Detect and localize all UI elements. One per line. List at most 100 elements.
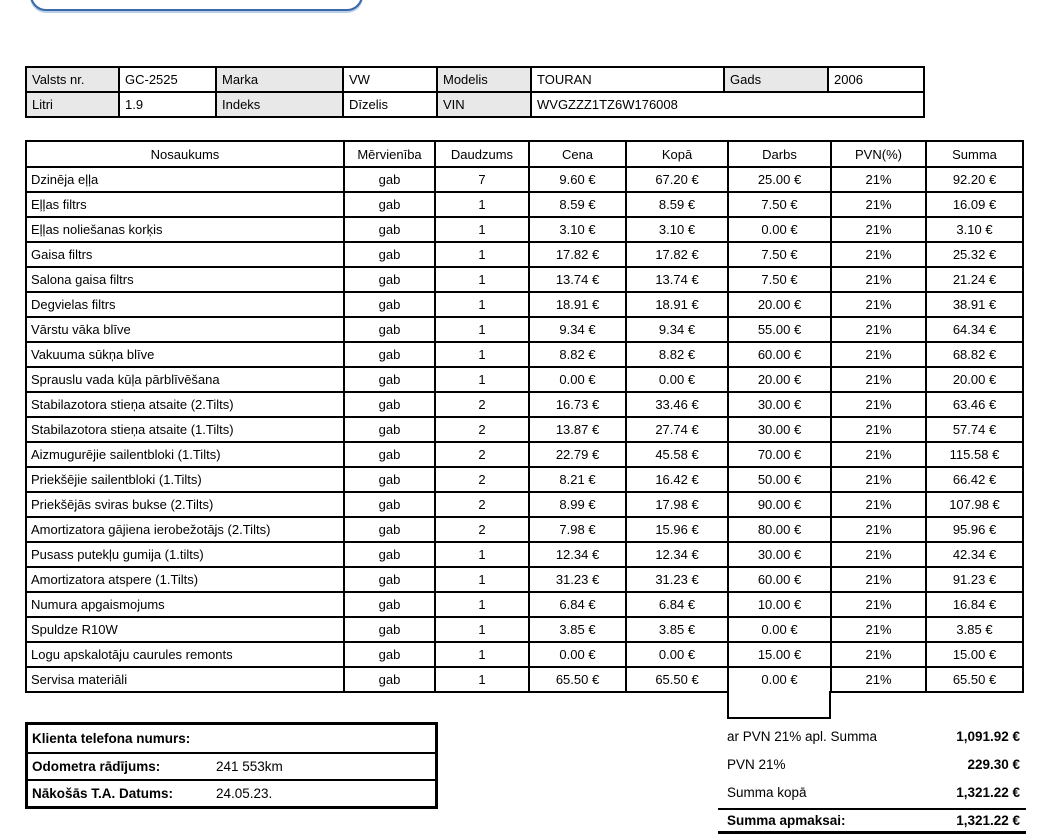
parts-cell-vat: 21% bbox=[830, 641, 927, 668]
vehicle-info-value: GC-2525 bbox=[118, 66, 217, 93]
parts-cell-total: 16.42 € bbox=[625, 466, 729, 493]
parts-cell-price: 7.98 € bbox=[528, 516, 627, 543]
parts-row: Pusass putekļu gumija (1.tilts) gab 1 12.34… bbox=[25, 541, 1024, 568]
parts-cell-unit: gab bbox=[343, 191, 436, 218]
parts-cell-vat: 21% bbox=[830, 341, 927, 368]
parts-cell-unit: gab bbox=[343, 416, 436, 443]
vehicle-info-row: Valsts nr. GC-2525 Marka VW Modelis TOURAN Gad… bbox=[25, 66, 925, 93]
parts-row: Priekšējās sviras bukse (2.Tilts) gab 2 8.9… bbox=[25, 491, 1024, 518]
parts-row: Numura apgaismojums gab 1 6.84 €6.84 €10.00… bbox=[25, 591, 1024, 618]
parts-row: Vārstu vāka blīve gab 1 9.34 €9.34 €55.00 €… bbox=[25, 316, 1024, 343]
parts-cell-vat: 21% bbox=[830, 441, 927, 468]
parts-cell-labor: 50.00 € bbox=[727, 466, 832, 493]
parts-cell-total: 3.10 € bbox=[625, 216, 729, 243]
parts-row: Vakuuma sūkņa blīve gab 1 8.82 €8.82 €60.00… bbox=[25, 341, 1024, 368]
totals-label: Summa kopā bbox=[727, 784, 807, 800]
parts-header-vat: PVN(%) bbox=[830, 140, 927, 168]
vehicle-info-value: 2006 bbox=[827, 66, 925, 93]
parts-row: Eļļas filtrs gab 1 8.59 €8.59 €7.50 €21% 16.… bbox=[25, 191, 1024, 218]
parts-cell-labor: 0.00 € bbox=[727, 216, 832, 243]
vehicle-info-value: WVGZZZ1TZ6W176008 bbox=[530, 91, 925, 118]
parts-cell-sum: 15.00 € bbox=[925, 641, 1024, 668]
parts-row: Logu apskalotāju caurules remonts gab 1 0.0… bbox=[25, 641, 1024, 668]
vehicle-info-label: Litri bbox=[25, 91, 120, 118]
parts-cell-unit: gab bbox=[343, 366, 436, 393]
parts-cell-qty: 2 bbox=[434, 491, 530, 518]
parts-header-unit: Mērvienība bbox=[343, 140, 436, 168]
parts-cell-vat: 21% bbox=[830, 466, 927, 493]
parts-cell-total: 13.74 € bbox=[625, 266, 729, 293]
parts-cell-name: Sprauslu vada kūļa pārblīvēšana bbox=[25, 366, 345, 393]
parts-row: Sprauslu vada kūļa pārblīvēšana gab 1 0.00 … bbox=[25, 366, 1024, 393]
parts-cell-sum: 3.85 € bbox=[925, 616, 1024, 643]
parts-cell-total: 0.00 € bbox=[625, 366, 729, 393]
totals-value: 229.30 € bbox=[967, 756, 1020, 772]
totals-row-2: PVN 21% 229.30 € bbox=[718, 750, 1026, 778]
totals-row-1: ar PVN 21% apl. Summa 1,091.92 € bbox=[718, 722, 1026, 750]
parts-cell-qty: 1 bbox=[434, 216, 530, 243]
parts-header-price: Cena bbox=[528, 140, 627, 168]
parts-cell-labor: 10.00 € bbox=[727, 591, 832, 618]
parts-cell-unit: gab bbox=[343, 466, 436, 493]
parts-cell-labor: 7.50 € bbox=[727, 241, 832, 268]
parts-cell-price: 0.00 € bbox=[528, 366, 627, 393]
parts-cell-labor: 60.00 € bbox=[727, 341, 832, 368]
parts-cell-total: 31.23 € bbox=[625, 566, 729, 593]
client-info-label: Klienta telefona numurs: bbox=[32, 731, 191, 746]
parts-cell-vat: 21% bbox=[830, 241, 927, 268]
parts-cell-vat: 21% bbox=[830, 516, 927, 543]
parts-cell-total: 8.59 € bbox=[625, 191, 729, 218]
parts-cell-qty: 1 bbox=[434, 541, 530, 568]
parts-cell-unit: gab bbox=[343, 341, 436, 368]
parts-cell-sum: 95.96 € bbox=[925, 516, 1024, 543]
parts-cell-price: 13.74 € bbox=[528, 266, 627, 293]
parts-cell-name: Logu apskalotāju caurules remonts bbox=[25, 641, 345, 668]
parts-cell-labor: 20.00 € bbox=[727, 291, 832, 318]
parts-cell-vat: 21% bbox=[830, 391, 927, 418]
parts-cell-name: Amortizatora gājiena ierobežotājs (2.Til… bbox=[25, 516, 345, 543]
parts-cell-unit: gab bbox=[343, 516, 436, 543]
parts-cell-vat: 21% bbox=[830, 591, 927, 618]
darbs-column-stub-box bbox=[727, 691, 831, 719]
parts-cell-qty: 7 bbox=[434, 166, 530, 193]
parts-cell-labor: 30.00 € bbox=[727, 541, 832, 568]
parts-cell-vat: 21% bbox=[830, 616, 927, 643]
parts-cell-unit: gab bbox=[343, 291, 436, 318]
parts-cell-unit: gab bbox=[343, 641, 436, 668]
client-info-value: 241 553km bbox=[216, 759, 283, 774]
parts-cell-qty: 1 bbox=[434, 591, 530, 618]
parts-cell-name: Stabilazotora stieņa atsaite (2.Tilts) bbox=[25, 391, 345, 418]
parts-cell-price: 12.34 € bbox=[528, 541, 627, 568]
totals-label: PVN 21% bbox=[727, 756, 786, 772]
parts-cell-labor: 0.00 € bbox=[727, 666, 832, 693]
parts-row: Aizmugurējie sailentbloki (1.Tilts) gab 2 2… bbox=[25, 441, 1024, 468]
parts-cell-price: 9.60 € bbox=[528, 166, 627, 193]
totals-row-final: Summa apmaksai: 1,321.22 € bbox=[718, 808, 1026, 834]
parts-row: Amortizatora gājiena ierobežotājs (2.Til… bbox=[25, 516, 1024, 543]
parts-cell-sum: 16.84 € bbox=[925, 591, 1024, 618]
parts-cell-vat: 21% bbox=[830, 416, 927, 443]
totals-row-3: Summa kopā 1,321.22 € bbox=[718, 778, 1026, 806]
parts-row: Salona gaisa filtrs gab 1 13.74 €13.74 €7.5… bbox=[25, 266, 1024, 293]
parts-row: Spuldze R10W gab 1 3.85 €3.85 €0.00 €21% 3.8… bbox=[25, 616, 1024, 643]
parts-cell-total: 15.96 € bbox=[625, 516, 729, 543]
parts-cell-vat: 21% bbox=[830, 316, 927, 343]
parts-cell-name: Amortizatora atspere (1.Tilts) bbox=[25, 566, 345, 593]
parts-cell-total: 8.82 € bbox=[625, 341, 729, 368]
parts-cell-labor: 15.00 € bbox=[727, 641, 832, 668]
parts-cell-sum: 20.00 € bbox=[925, 366, 1024, 393]
parts-cell-vat: 21% bbox=[830, 566, 927, 593]
parts-cell-total: 33.46 € bbox=[625, 391, 729, 418]
parts-cell-sum: 57.74 € bbox=[925, 416, 1024, 443]
parts-cell-price: 8.59 € bbox=[528, 191, 627, 218]
parts-cell-qty: 1 bbox=[434, 291, 530, 318]
vehicle-info-label: Gads bbox=[723, 66, 829, 93]
parts-cell-unit: gab bbox=[343, 541, 436, 568]
parts-cell-total: 9.34 € bbox=[625, 316, 729, 343]
vehicle-info-value: VW bbox=[342, 66, 438, 93]
parts-cell-name: Pusass putekļu gumija (1.tilts) bbox=[25, 541, 345, 568]
parts-cell-total: 27.74 € bbox=[625, 416, 729, 443]
parts-cell-unit: gab bbox=[343, 166, 436, 193]
vehicle-info-label: Indeks bbox=[215, 91, 344, 118]
parts-cell-name: Aizmugurējie sailentbloki (1.Tilts) bbox=[25, 441, 345, 468]
